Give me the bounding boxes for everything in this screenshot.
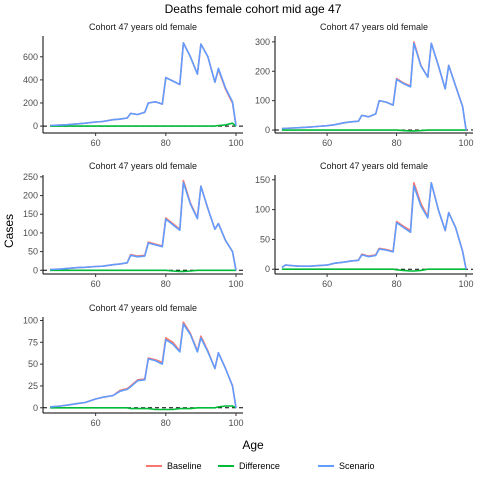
y-tick-label: 250 <box>23 172 38 182</box>
y-tick-label: 100 <box>255 205 270 215</box>
x-tick-label: 80 <box>161 279 171 289</box>
panel-title: Cohort 47 years old female <box>89 161 197 171</box>
y-tick-label: 0 <box>33 403 38 413</box>
series-line-difference <box>281 268 467 272</box>
series-line-difference <box>50 405 237 411</box>
y-tick-label: 0 <box>265 264 270 274</box>
panel-title: Cohort 47 years old female <box>320 161 428 171</box>
series-line-baseline <box>281 41 467 131</box>
panel-title: Cohort 47 years old female <box>89 303 197 313</box>
y-tick-label: 0 <box>33 265 38 275</box>
panel-1: Cohort 47 years old female 0 200 400 600 60 80… <box>23 22 244 148</box>
y-tick-label: 100 <box>23 228 38 238</box>
x-tick-label: 60 <box>322 279 332 289</box>
y-tick-label: 400 <box>23 75 38 85</box>
series-line-scenario <box>281 42 467 131</box>
figure-title: Deaths female cohort mid age 47 <box>165 2 342 16</box>
panel-2: Cohort 47 years old female 0 100 200 300 60 80… <box>255 22 474 148</box>
x-tick-label: 80 <box>161 418 171 428</box>
x-tick-label: 60 <box>91 138 101 148</box>
x-tick-label: 100 <box>228 418 243 428</box>
y-tick-label: 50 <box>260 234 270 244</box>
series-line-scenario <box>49 323 237 408</box>
series-line-scenario <box>281 182 467 270</box>
y-tick-label: 200 <box>23 98 38 108</box>
panel-title: Cohort 47 years old female <box>89 22 197 32</box>
series-line-scenario <box>49 42 237 127</box>
x-tick-label: 60 <box>91 418 101 428</box>
y-tick-label: 150 <box>255 175 270 185</box>
x-axis-label: Age <box>242 438 264 452</box>
legend-label: Difference <box>239 461 280 471</box>
x-tick-label: 100 <box>228 138 243 148</box>
y-tick-label: 50 <box>28 247 38 257</box>
x-tick-label: 100 <box>459 138 474 148</box>
panel-3: Cohort 47 years old female 0 50 100 150 200 25… <box>23 161 244 289</box>
legend-item-difference: Difference <box>218 461 280 471</box>
y-tick-label: 300 <box>255 37 270 47</box>
series-line-difference <box>50 269 236 273</box>
series-line-difference <box>50 122 237 127</box>
x-tick-label: 100 <box>459 279 474 289</box>
x-tick-label: 80 <box>392 279 402 289</box>
legend-item-baseline: Baseline <box>146 461 202 471</box>
panel-title: Cohort 47 years old female <box>320 22 428 32</box>
y-tick-label: 200 <box>255 66 270 76</box>
panel-5: Cohort 47 years old female 0 25 50 75 100 60 80… <box>23 303 244 428</box>
y-tick-label: 100 <box>255 96 270 106</box>
series-line-difference <box>281 129 467 132</box>
x-tick-label: 60 <box>322 138 332 148</box>
y-tick-label: 0 <box>265 125 270 135</box>
x-tick-label: 60 <box>91 279 101 289</box>
legend-item-scenario: Scenario <box>318 461 375 471</box>
x-tick-label: 100 <box>228 279 243 289</box>
y-tick-label: 50 <box>28 359 38 369</box>
y-tick-label: 200 <box>23 191 38 201</box>
y-tick-label: 25 <box>28 381 38 391</box>
y-tick-label: 0 <box>33 121 38 131</box>
legend: Baseline Difference Scenario <box>146 461 375 471</box>
y-tick-label: 600 <box>23 52 38 62</box>
series-line-baseline <box>49 321 237 408</box>
y-tick-label: 75 <box>28 337 38 347</box>
x-tick-label: 80 <box>161 138 171 148</box>
legend-label: Scenario <box>339 461 375 471</box>
x-tick-label: 80 <box>392 138 402 148</box>
legend-label: Baseline <box>167 461 202 471</box>
series-line-scenario <box>49 181 237 271</box>
y-tick-label: 100 <box>23 315 38 325</box>
panel-4: Cohort 47 years old female 0 50 100 150 60 80 1… <box>255 161 474 289</box>
y-axis-label: Cases <box>2 214 16 248</box>
y-tick-label: 150 <box>23 209 38 219</box>
